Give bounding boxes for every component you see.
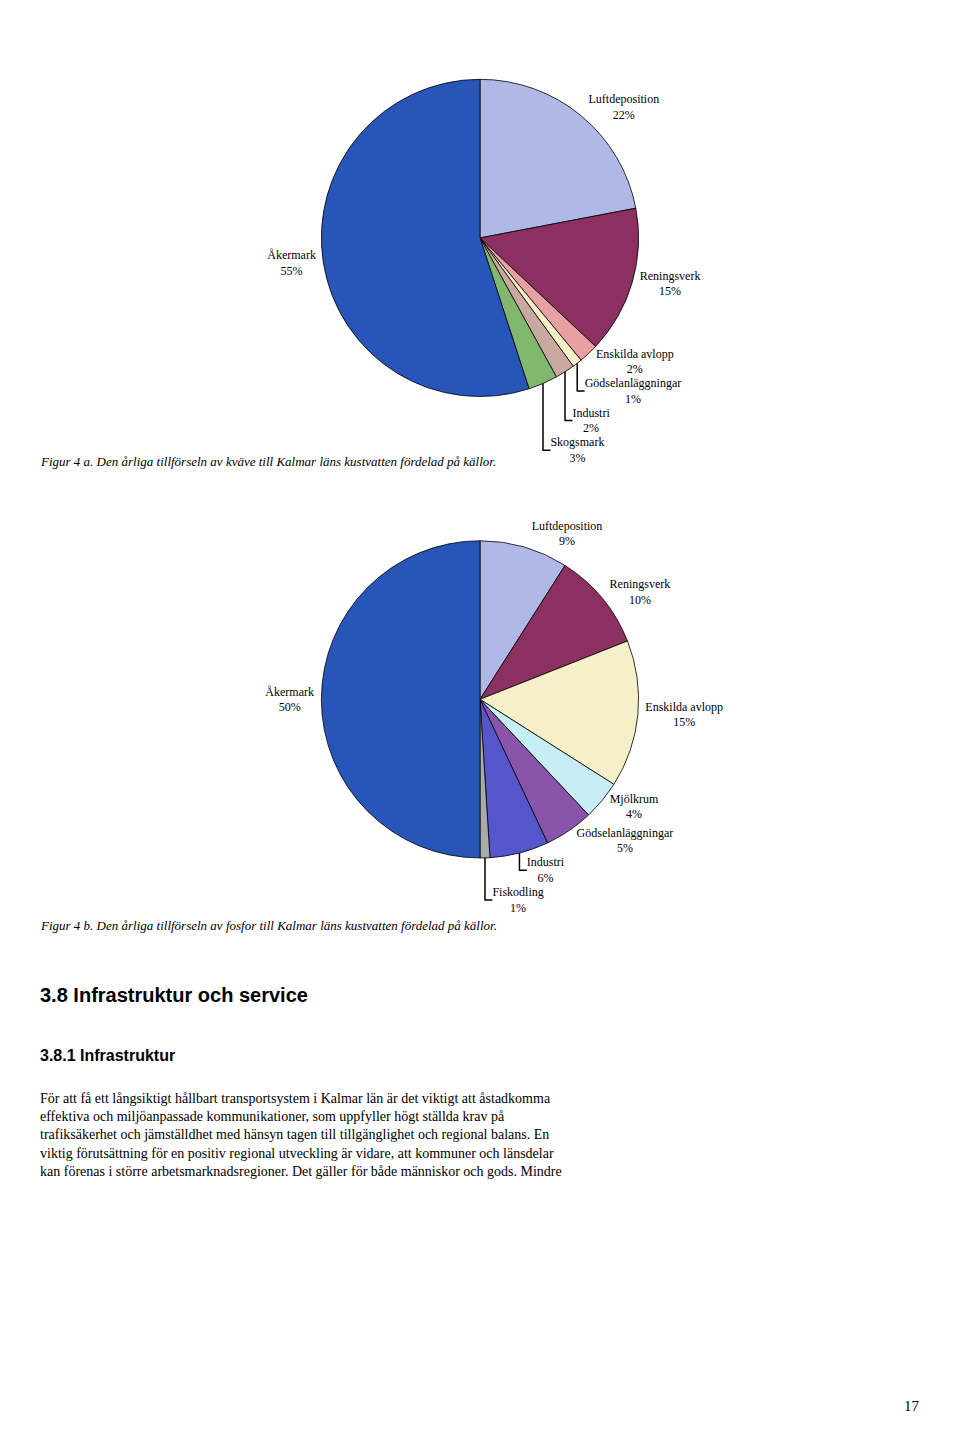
svg-text:Luftdeposition9%: Luftdeposition9% bbox=[532, 519, 603, 549]
svg-text:Skogsmark3%: Skogsmark3% bbox=[550, 435, 604, 465]
svg-text:3.8 Infrastruktur och service: 3.8 Infrastruktur och service bbox=[40, 984, 308, 1006]
svg-text:Figur 4 b. Den årliga tillförs: Figur 4 b. Den årliga tillförseln av fos… bbox=[40, 918, 497, 933]
svg-text:Gödselanläggningar5%: Gödselanläggningar5% bbox=[577, 826, 674, 856]
svg-text:Fiskodling1%: Fiskodling1% bbox=[492, 885, 543, 915]
svg-text:För att få ett långsiktigt hål: För att få ett långsiktigt hållbart tran… bbox=[40, 1091, 562, 1179]
svg-text:17: 17 bbox=[904, 1398, 920, 1414]
svg-text:Enskilda avlopp15%: Enskilda avlopp15% bbox=[645, 700, 723, 730]
svg-text:Gödselanläggningar1%: Gödselanläggningar1% bbox=[585, 376, 682, 406]
svg-text:3.8.1 Infrastruktur: 3.8.1 Infrastruktur bbox=[40, 1047, 175, 1064]
svg-text:Luftdeposition22%: Luftdeposition22% bbox=[589, 92, 660, 122]
svg-text:Reningsverk10%: Reningsverk10% bbox=[610, 577, 671, 607]
svg-text:Åkermark55%: Åkermark55% bbox=[267, 248, 316, 278]
svg-text:Figur 4 a. Den årliga tillförs: Figur 4 a. Den årliga tillförseln av kvä… bbox=[40, 454, 496, 469]
svg-text:Industri6%: Industri6% bbox=[527, 855, 565, 885]
svg-text:Industri2%: Industri2% bbox=[572, 406, 610, 436]
svg-text:Reningsverk15%: Reningsverk15% bbox=[640, 269, 701, 299]
svg-text:Åkermark50%: Åkermark50% bbox=[265, 685, 314, 715]
svg-text:Mjölkrum4%: Mjölkrum4% bbox=[610, 792, 659, 822]
svg-text:Enskilda avlopp2%: Enskilda avlopp2% bbox=[596, 347, 674, 377]
